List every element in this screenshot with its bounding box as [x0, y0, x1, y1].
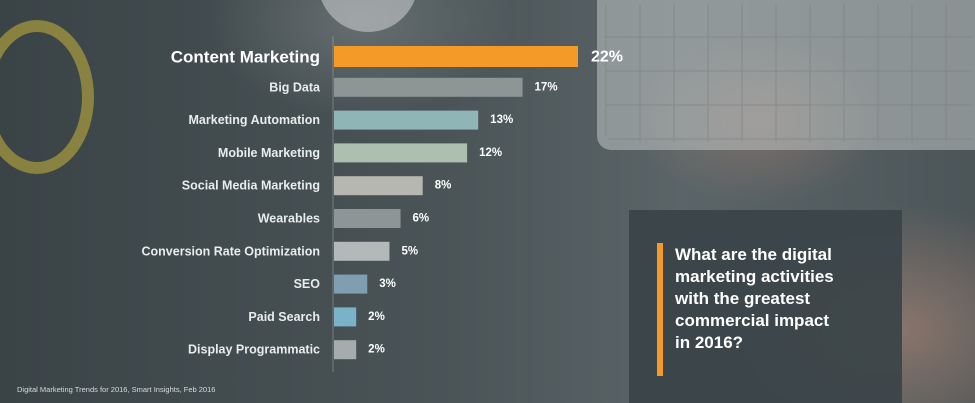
bar-wearables: [334, 209, 401, 228]
question-panel: What are the digital marketing activitie…: [629, 210, 902, 403]
value-label: 2%: [368, 311, 385, 323]
bar-marketing-automation: [334, 110, 479, 130]
bar-big-data: [334, 77, 523, 97]
value-label: 2%: [368, 344, 385, 356]
value-label: 22%: [591, 49, 623, 66]
category-label: Conversion Rate Optimization: [142, 244, 321, 258]
source-caption: Digital Marketing Trends for 2016, Smart…: [17, 385, 216, 394]
keyboard-keys-image: [605, 4, 971, 142]
value-label: 6%: [413, 213, 430, 225]
category-label: Social Media Marketing: [182, 179, 320, 193]
keyboard-image: [597, 0, 975, 150]
bar-content-marketing: [334, 46, 578, 67]
category-label: Paid Search: [248, 310, 320, 324]
value-label: 17%: [535, 81, 558, 93]
value-label: 3%: [379, 278, 396, 290]
bar-mobile-marketing: [334, 143, 468, 163]
value-label: 5%: [401, 245, 418, 257]
bar-social-media-marketing: [334, 176, 423, 196]
category-label: Marketing Automation: [189, 113, 320, 127]
value-label: 13%: [490, 114, 513, 126]
category-label: Display Programmatic: [188, 343, 320, 357]
panel-accent-bar: [657, 243, 663, 376]
panel-question: What are the digital marketing activitie…: [675, 245, 834, 352]
category-label: Mobile Marketing: [218, 146, 320, 160]
value-label: 8%: [435, 180, 452, 192]
value-label: 12%: [479, 147, 502, 159]
category-label: Content Marketing: [171, 48, 320, 67]
category-label: Wearables: [258, 212, 320, 226]
bar-conversion-rate-optimization: [334, 241, 390, 261]
bar-paid-search: [334, 307, 357, 327]
category-label: SEO: [294, 277, 321, 291]
category-label: Big Data: [269, 80, 321, 94]
bar-seo: [334, 274, 368, 294]
bar-display-programmatic: [334, 340, 357, 360]
